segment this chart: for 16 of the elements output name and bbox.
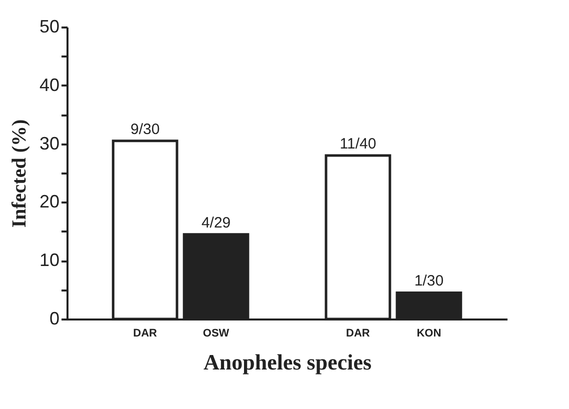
x-tick-label: KON — [416, 328, 442, 340]
x-axis-title: Anopheles species — [203, 350, 372, 374]
y-tick-label: 30 — [39, 133, 60, 154]
y-tick-label: 20 — [39, 192, 60, 212]
x-tick-label: DAR — [133, 328, 158, 340]
data-label: 9/30 — [130, 120, 160, 138]
data-label: 4/29 — [201, 214, 231, 232]
x-tick-label: OSW — [202, 328, 230, 340]
y-axis-title: Infected (%) — [8, 119, 30, 228]
data-label: 1/30 — [414, 272, 444, 290]
y-tick-label: 10 — [39, 250, 60, 270]
data-label: 11/40 — [340, 135, 376, 152]
y-tick-label: 0 — [49, 308, 60, 328]
x-tick-label: DAR — [346, 328, 370, 340]
y-tick-label: 40 — [39, 74, 60, 95]
y-tick-label: 50 — [39, 16, 60, 36]
